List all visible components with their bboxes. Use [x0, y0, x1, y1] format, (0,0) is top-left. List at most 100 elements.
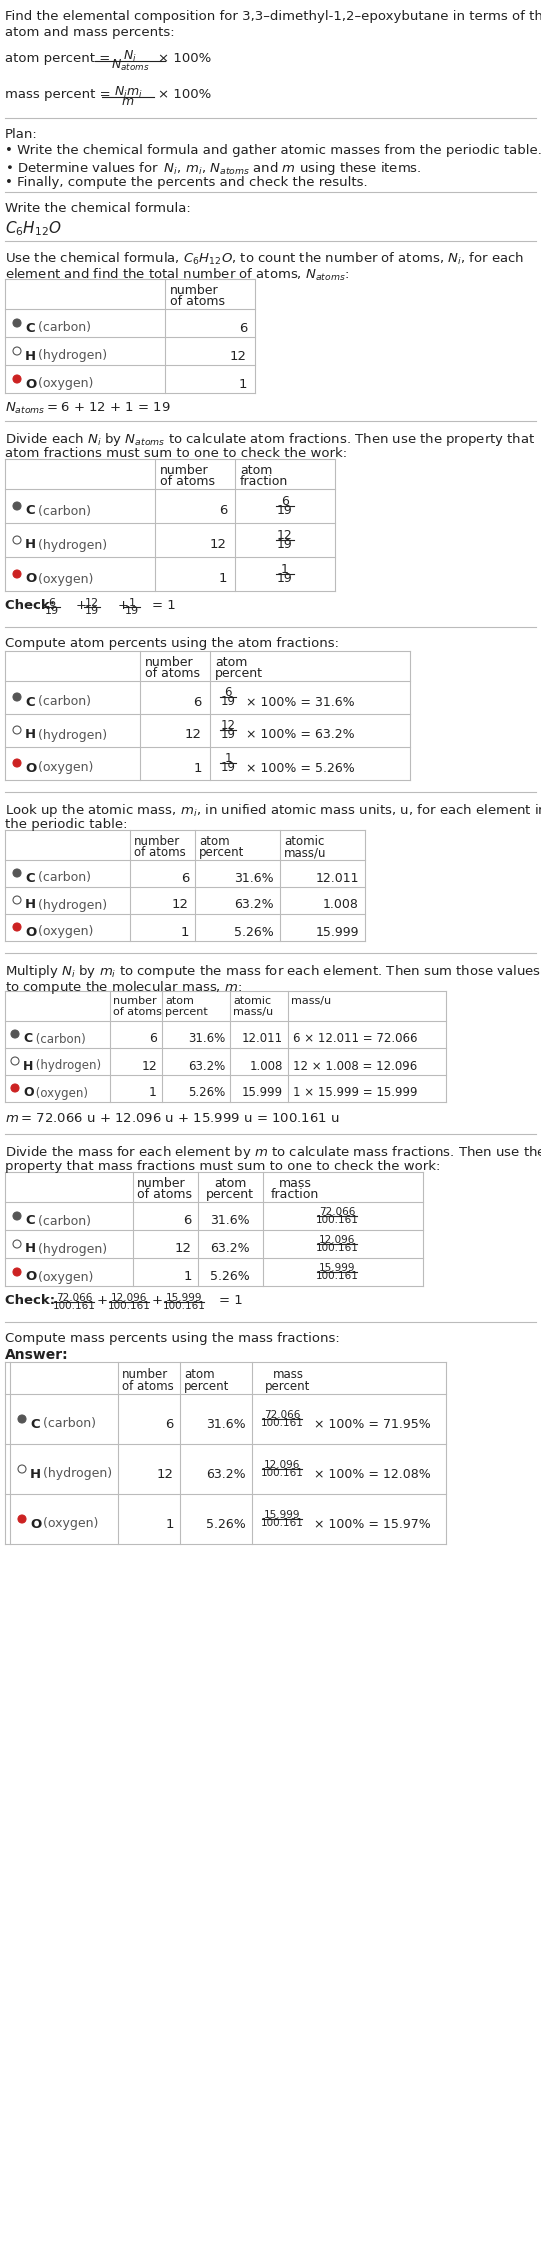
Text: (oxygen): (oxygen): [34, 573, 94, 586]
Text: fraction: fraction: [240, 476, 288, 489]
Text: number: number: [113, 996, 157, 1005]
Circle shape: [13, 503, 21, 509]
Text: Compute atom percents using the atom fractions:: Compute atom percents using the atom fra…: [5, 638, 339, 649]
Text: 100.161: 100.161: [261, 1467, 304, 1479]
Circle shape: [18, 1515, 26, 1524]
Text: 6: 6: [225, 685, 232, 699]
Circle shape: [13, 922, 21, 931]
Text: 72.066: 72.066: [56, 1294, 92, 1303]
Text: 63.2%: 63.2%: [210, 1242, 250, 1255]
Text: (oxygen): (oxygen): [34, 376, 94, 390]
Text: to compute the molecular mass, $m$:: to compute the molecular mass, $m$:: [5, 978, 242, 996]
Text: • Determine values for  $N_i$, $m_i$, $N_{atoms}$ and $m$ using these items.: • Determine values for $N_i$, $m_i$, $N_…: [5, 160, 421, 178]
Text: percent: percent: [206, 1188, 254, 1201]
Circle shape: [13, 374, 21, 383]
Text: $N_{atoms}$: $N_{atoms}$: [111, 59, 149, 72]
Circle shape: [18, 1416, 26, 1422]
Text: O: O: [30, 1517, 41, 1530]
Text: 72.066: 72.066: [319, 1208, 355, 1217]
Text: element and find the total number of atoms, $N_{atoms}$:: element and find the total number of ato…: [5, 266, 349, 284]
Text: • Finally, compute the percents and check the results.: • Finally, compute the percents and chec…: [5, 176, 368, 189]
Text: 19: 19: [85, 606, 99, 615]
Text: • Write the chemical formula and gather atomic masses from the periodic table.: • Write the chemical formula and gather …: [5, 144, 541, 158]
Circle shape: [13, 726, 21, 735]
Text: (oxygen): (oxygen): [34, 1271, 94, 1283]
Text: 31.6%: 31.6%: [234, 872, 274, 884]
Text: H: H: [25, 899, 36, 911]
Text: 12 × 1.008 = 12.096: 12 × 1.008 = 12.096: [293, 1059, 417, 1073]
Text: +: +: [118, 600, 129, 613]
Text: +: +: [97, 1294, 108, 1307]
Text: (hydrogen): (hydrogen): [34, 349, 107, 363]
Text: (oxygen): (oxygen): [32, 1086, 88, 1100]
Text: 6: 6: [281, 496, 289, 507]
Text: percent: percent: [215, 667, 263, 681]
Text: C: C: [25, 696, 35, 708]
Text: × 100% = 15.97%: × 100% = 15.97%: [314, 1517, 431, 1530]
Text: 12: 12: [141, 1059, 157, 1073]
Text: 100.161: 100.161: [315, 1242, 359, 1253]
Text: 19: 19: [221, 694, 235, 708]
Text: C: C: [30, 1418, 39, 1431]
Text: of atoms: of atoms: [137, 1188, 192, 1201]
Text: percent: percent: [165, 1008, 208, 1017]
Text: 5.26%: 5.26%: [188, 1086, 225, 1100]
Text: = 1: = 1: [152, 600, 176, 613]
Circle shape: [13, 870, 21, 877]
Text: 15.999: 15.999: [264, 1510, 300, 1519]
Text: 1: 1: [181, 926, 189, 938]
Circle shape: [11, 1084, 19, 1091]
Text: × 100% = 63.2%: × 100% = 63.2%: [246, 728, 354, 742]
Text: O: O: [25, 926, 36, 938]
Text: (hydrogen): (hydrogen): [34, 899, 107, 911]
Text: $N_i$: $N_i$: [123, 50, 137, 63]
Text: mass percent =: mass percent =: [5, 88, 115, 101]
Text: × 100% = 31.6%: × 100% = 31.6%: [246, 696, 354, 708]
Text: atom: atom: [199, 834, 229, 848]
Text: (carbon): (carbon): [39, 1418, 96, 1431]
Text: Look up the atomic mass, $m_i$, in unified atomic mass units, u, for each elemen: Look up the atomic mass, $m_i$, in unifi…: [5, 802, 541, 818]
Text: 100.161: 100.161: [162, 1301, 206, 1312]
Text: × 100% = 71.95%: × 100% = 71.95%: [314, 1418, 431, 1431]
Text: atom percent =: atom percent =: [5, 52, 115, 65]
Text: 12: 12: [230, 349, 247, 363]
Text: Plan:: Plan:: [5, 128, 38, 142]
Text: 6: 6: [149, 1032, 157, 1046]
Text: Multiply $N_i$ by $m_i$ to compute the mass for each element. Then sum those val: Multiply $N_i$ by $m_i$ to compute the m…: [5, 962, 541, 980]
Text: 6: 6: [166, 1418, 174, 1431]
Text: 19: 19: [221, 728, 235, 742]
Text: 19: 19: [277, 505, 293, 516]
Text: number: number: [145, 656, 194, 669]
Text: 6: 6: [239, 322, 247, 334]
Text: H: H: [25, 728, 36, 742]
Text: 1: 1: [225, 753, 232, 766]
Text: O: O: [25, 573, 36, 586]
Text: the periodic table:: the periodic table:: [5, 818, 128, 832]
Text: H: H: [25, 539, 36, 552]
Text: (carbon): (carbon): [34, 505, 91, 518]
Text: 1: 1: [219, 573, 227, 586]
Text: 15.999: 15.999: [166, 1294, 202, 1303]
Text: $N_im_i$: $N_im_i$: [114, 86, 142, 99]
Text: 12.011: 12.011: [315, 872, 359, 884]
Text: 6: 6: [183, 1215, 192, 1228]
Circle shape: [13, 1213, 21, 1219]
Text: of atoms: of atoms: [170, 295, 225, 309]
Text: × 100% = 12.08%: × 100% = 12.08%: [314, 1467, 431, 1481]
Circle shape: [13, 897, 21, 904]
Text: 1: 1: [129, 597, 135, 609]
Text: 5.26%: 5.26%: [206, 1517, 246, 1530]
Text: 1: 1: [149, 1086, 157, 1100]
Text: percent: percent: [265, 1379, 311, 1393]
Text: 12.096: 12.096: [111, 1294, 147, 1303]
Text: (carbon): (carbon): [34, 696, 91, 708]
Text: atom: atom: [240, 464, 272, 478]
Text: (carbon): (carbon): [32, 1032, 86, 1046]
Text: 1: 1: [239, 376, 247, 390]
Text: C: C: [25, 872, 35, 884]
Text: Compute mass percents using the mass fractions:: Compute mass percents using the mass fra…: [5, 1332, 340, 1346]
Text: H: H: [25, 1242, 36, 1255]
Text: Check:: Check:: [5, 600, 58, 613]
Text: atom: atom: [215, 656, 247, 669]
Text: +: +: [76, 600, 87, 613]
